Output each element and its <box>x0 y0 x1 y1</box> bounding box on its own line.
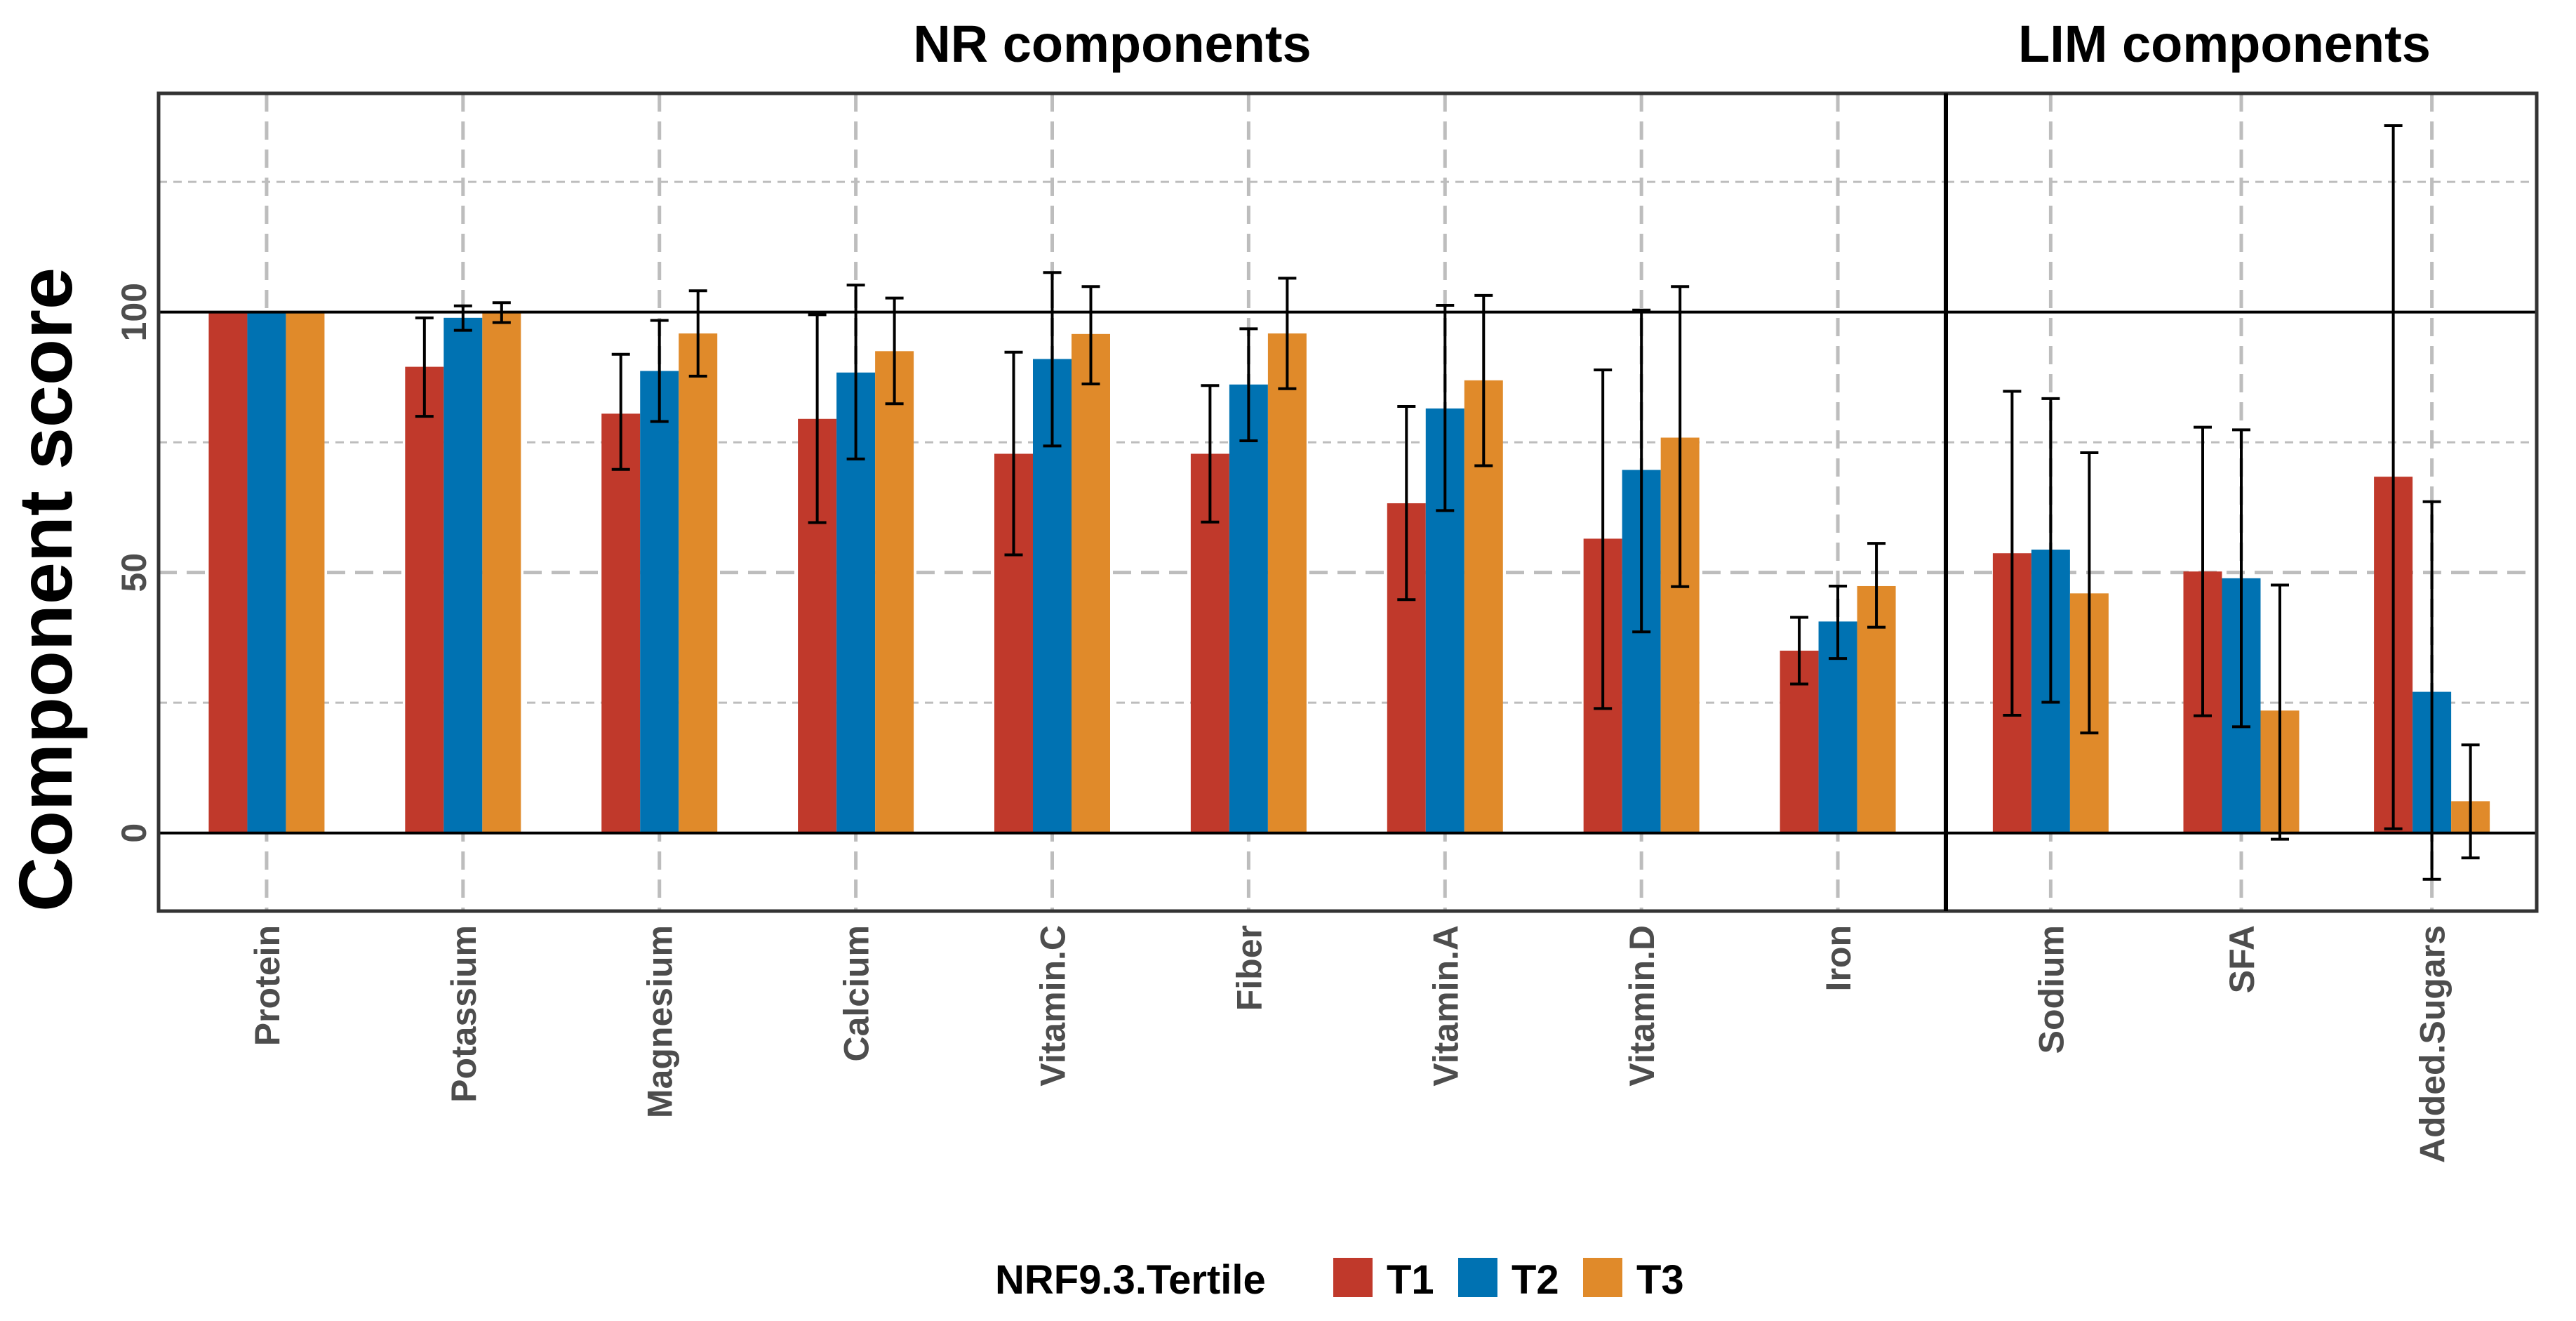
panel-title-nr: NR components <box>913 15 1311 73</box>
x-tick-labels: Protein Potassium Magnesium Calcium Vitamin.… <box>248 925 2452 1163</box>
y-tick-label: 0 <box>114 823 154 843</box>
x-tick-label: Magnesium <box>641 925 680 1118</box>
bar-t2-fiber <box>1229 384 1268 833</box>
bar-t2-potassium <box>443 317 483 833</box>
y-axis-label: Component score <box>3 267 88 912</box>
bar-t1-potassium <box>405 366 444 833</box>
bar-t2-protein <box>247 312 286 833</box>
bar-t1-protein <box>208 312 248 833</box>
x-tick-label: Protein <box>248 925 287 1046</box>
x-tick-label: Fiber <box>1229 925 1269 1011</box>
x-tick-label: Added.Sugars <box>2413 925 2452 1163</box>
legend-label-t1: T1 <box>1387 1257 1434 1303</box>
legend-label-t2: T2 <box>1511 1257 1559 1303</box>
legend-swatch-t3 <box>1583 1258 1622 1297</box>
x-tick-label: SFA <box>2222 925 2262 993</box>
y-tick-label: 100 <box>114 283 154 341</box>
legend-swatch-t2 <box>1458 1258 1497 1297</box>
bar-t2-magnesium <box>640 371 679 833</box>
x-tick-label: Iron <box>1819 925 1858 991</box>
bar-t3-fiber <box>1267 333 1307 833</box>
x-tick-label: Sodium <box>2031 925 2071 1054</box>
bars-layer <box>159 124 2537 881</box>
x-tick-label: Vitamin.C <box>1034 925 1073 1087</box>
plot-frame <box>156 91 2539 913</box>
bar-t3-magnesium <box>679 333 718 833</box>
legend-label-t3: T3 <box>1636 1257 1684 1303</box>
legend: NRF9.3.Tertile T1 T2 T3 <box>995 1257 1684 1303</box>
bar-t3-calcium <box>875 351 914 833</box>
x-tick-label: Potassium <box>444 925 483 1103</box>
x-tick-label: Calcium <box>837 925 876 1062</box>
bar-t1-magnesium <box>601 413 641 833</box>
y-tick-labels: 0 50 100 <box>114 283 154 843</box>
x-tick-label: Vitamin.D <box>1622 925 1662 1087</box>
x-tick-label: Vitamin.A <box>1426 925 1465 1087</box>
bar-t3-potassium <box>482 312 521 833</box>
y-tick-label: 50 <box>114 553 154 592</box>
legend-title: NRF9.3.Tertile <box>995 1257 1266 1303</box>
legend-swatch-t1 <box>1333 1258 1373 1297</box>
bar-t3-vitamin-c <box>1072 333 1110 833</box>
frame-layer <box>156 91 2539 913</box>
bar-t3-protein <box>286 312 325 833</box>
panel-title-lim: LIM components <box>2018 15 2431 73</box>
